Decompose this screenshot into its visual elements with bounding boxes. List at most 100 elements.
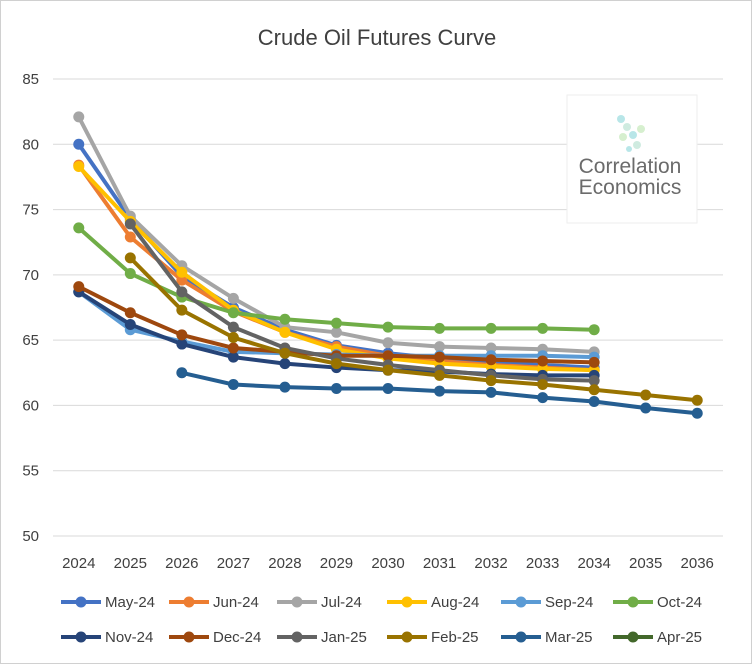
data-point — [124, 252, 136, 264]
series-mar-25 — [176, 367, 703, 419]
legend-marker — [515, 631, 527, 643]
data-point — [124, 231, 136, 243]
data-point — [279, 313, 291, 325]
data-point — [537, 322, 549, 334]
legend-item: May-24 — [61, 594, 155, 611]
logo-mark-icon — [617, 115, 645, 152]
legend-label: May-24 — [105, 594, 155, 611]
legend-item: Sep-24 — [501, 594, 593, 611]
series-line — [128, 221, 597, 383]
y-tick-label: 65 — [22, 332, 39, 349]
legend-marker — [183, 596, 195, 608]
series-jun-24 — [73, 159, 600, 376]
y-tick-label: 55 — [22, 463, 39, 480]
data-point — [73, 138, 85, 150]
data-point — [279, 358, 291, 370]
legend-marker — [291, 596, 303, 608]
legend-label: Dec-24 — [213, 629, 261, 646]
data-point — [588, 356, 600, 368]
chart-title: Crude Oil Futures Curve — [258, 25, 496, 50]
data-point — [485, 386, 497, 398]
legend-label: Jul-24 — [321, 594, 362, 611]
data-point — [279, 326, 291, 338]
data-point — [73, 160, 85, 172]
legend-item: Aug-24 — [387, 594, 479, 611]
data-point — [227, 292, 239, 304]
x-tick-label: 2027 — [217, 555, 250, 572]
data-point — [537, 379, 549, 391]
data-point — [537, 392, 549, 404]
data-point — [176, 266, 188, 278]
data-point — [691, 394, 703, 406]
data-point — [640, 389, 652, 401]
legend-marker — [75, 631, 87, 643]
data-point — [434, 369, 446, 381]
legend-marker — [515, 596, 527, 608]
y-tick-label: 50 — [22, 528, 39, 545]
data-point — [124, 218, 136, 230]
data-point — [330, 317, 342, 329]
data-point — [485, 354, 497, 366]
x-tick-label: 2029 — [320, 555, 353, 572]
data-point — [330, 382, 342, 394]
legend-label: Nov-24 — [105, 629, 153, 646]
legend-item: Nov-24 — [61, 629, 153, 646]
data-point — [382, 350, 394, 362]
data-point — [691, 407, 703, 419]
legend-label: Apr-25 — [657, 629, 702, 646]
x-tick-label: 2036 — [681, 555, 714, 572]
y-axis-tick-labels: 50 55 60 65 70 75 80 85 — [22, 71, 39, 545]
legend-label: Aug-24 — [431, 594, 479, 611]
gridlines — [53, 78, 723, 537]
y-tick-label: 60 — [22, 397, 39, 414]
data-point — [434, 341, 446, 353]
x-axis-tick-labels: 2024 2025 2026 2027 2028 2029 2030 2031 2032 2033… — [62, 555, 714, 572]
legend-marker — [627, 631, 639, 643]
legend-label: Feb-25 — [431, 629, 479, 646]
data-point — [227, 351, 239, 363]
x-tick-label: 2031 — [423, 555, 456, 572]
legend-item: Jun-24 — [169, 594, 259, 611]
data-point — [485, 322, 497, 334]
legend-marker — [291, 631, 303, 643]
x-tick-label: 2033 — [526, 555, 559, 572]
legend-label: Jun-24 — [213, 594, 259, 611]
series-line — [76, 163, 597, 373]
x-tick-label: 2034 — [577, 555, 610, 572]
data-point — [588, 384, 600, 396]
data-point — [485, 375, 497, 387]
legend-marker — [627, 596, 639, 608]
data-point — [176, 367, 188, 379]
legend-item: Jul-24 — [277, 594, 362, 611]
legend-marker — [183, 631, 195, 643]
series-oct-24 — [73, 222, 600, 336]
data-point — [124, 318, 136, 330]
data-point — [588, 324, 600, 336]
x-tick-label: 2028 — [268, 555, 301, 572]
data-point — [588, 396, 600, 408]
y-tick-label: 80 — [22, 136, 39, 153]
legend-item: Mar-25 — [501, 629, 593, 646]
y-tick-label: 75 — [22, 202, 39, 219]
series-line — [128, 255, 700, 403]
data-point — [382, 364, 394, 376]
legend-label: Jan-25 — [321, 629, 367, 646]
data-point — [330, 358, 342, 370]
logo-text-line1: Correlation — [579, 155, 682, 178]
data-point — [330, 326, 342, 338]
data-point — [382, 382, 394, 394]
data-point — [176, 338, 188, 350]
x-tick-label: 2030 — [371, 555, 404, 572]
data-point — [124, 307, 136, 319]
legend-item: Dec-24 — [169, 629, 261, 646]
x-tick-label: 2032 — [474, 555, 507, 572]
y-tick-label: 85 — [22, 71, 39, 88]
logo-text-line2: Economics — [579, 176, 682, 199]
x-tick-label: 2024 — [62, 555, 95, 572]
legend-item: Jan-25 — [277, 629, 367, 646]
data-point — [227, 342, 239, 354]
series-line — [76, 164, 597, 373]
correlation-economics-logo: Correlation Economics — [566, 94, 698, 224]
